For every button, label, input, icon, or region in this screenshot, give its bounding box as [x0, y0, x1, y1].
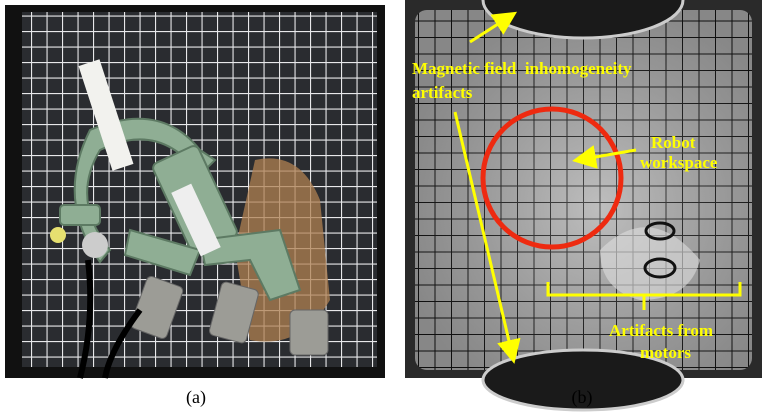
annotation: Magnetic field inhomogeneity: [412, 59, 632, 78]
annotation: Robot: [651, 133, 696, 152]
panel-label: (b): [572, 387, 593, 408]
annotation: artifacts: [412, 83, 473, 102]
annotation: motors: [640, 343, 691, 362]
annotation: workspace: [640, 153, 718, 172]
figure: (a) Magnetic field inhomogeneity artifac…: [0, 0, 765, 415]
panel-label: (a): [186, 387, 206, 408]
photo-a: [5, 5, 385, 378]
annotation: Artifacts from: [609, 321, 713, 340]
